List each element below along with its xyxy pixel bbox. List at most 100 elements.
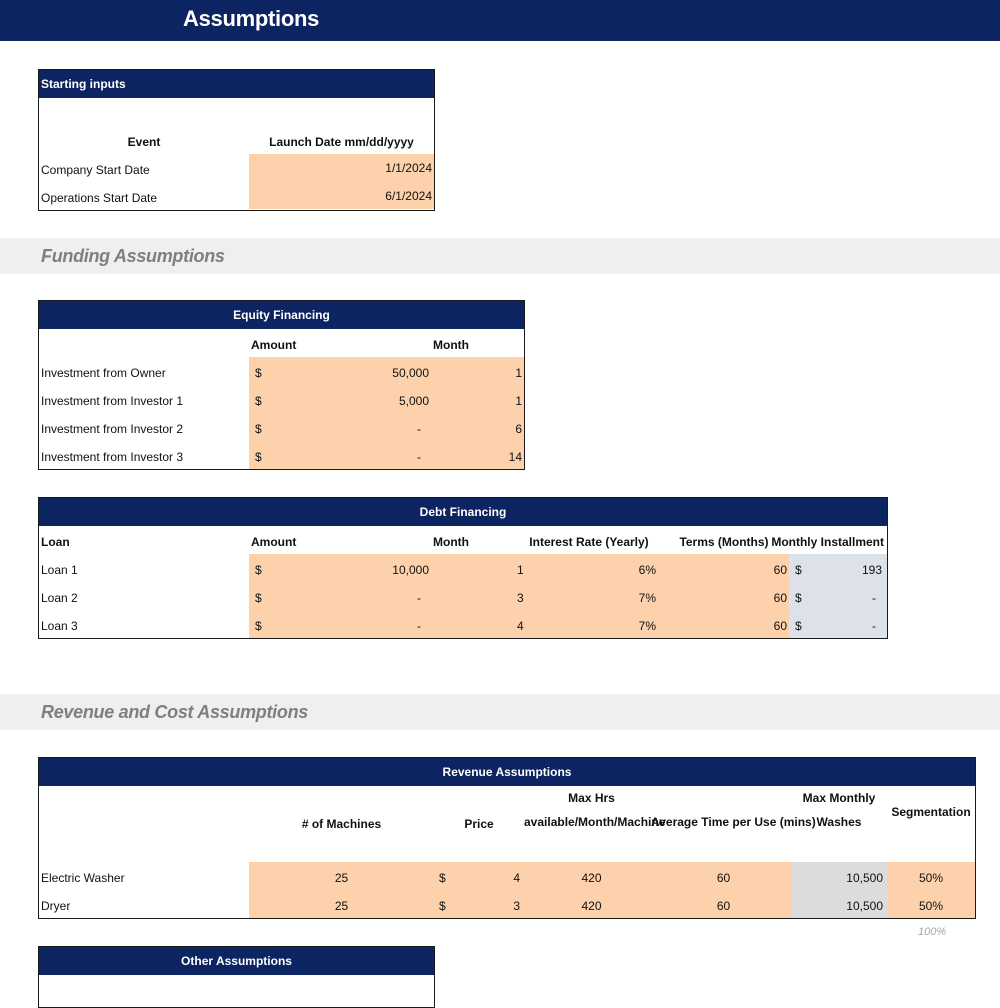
loan1-month-input[interactable]: 1 <box>517 563 524 577</box>
col-monthly-installment: Monthly Installment <box>771 535 884 549</box>
currency-symbol: $ <box>255 422 262 436</box>
row-label: Operations Start Date <box>41 191 158 205</box>
dryer-segmentation-input[interactable]: 50% <box>918 899 944 913</box>
loan1-terms-input[interactable]: 60 <box>773 563 787 577</box>
row-label: Investment from Investor 3 <box>41 450 184 464</box>
col-month: Month <box>433 535 469 549</box>
starting-inputs-table: Starting inputs Event Launch Date mm/dd/… <box>38 69 435 211</box>
col-price: Price <box>464 817 494 831</box>
col-loan: Loan <box>41 535 70 549</box>
dryer-machines-input[interactable]: 25 <box>334 899 349 913</box>
washer-max-hrs-input[interactable]: 420 <box>581 871 602 885</box>
col-avg-time: Average Time per Use (mins) <box>651 815 816 829</box>
owner-amount-input[interactable]: 50,000 <box>392 366 429 380</box>
col-max-hrs-line1: Max Hrs <box>568 791 615 805</box>
starting-inputs-header: Starting inputs <box>39 70 434 98</box>
investor1-amount-input[interactable]: 5,000 <box>398 394 429 408</box>
loan3-rate-input[interactable]: 7% <box>638 619 656 633</box>
col-max-hrs-line2: available/Month/Machine <box>524 815 666 829</box>
currency-symbol: $ <box>255 591 262 605</box>
page-title: Assumptions <box>183 6 320 31</box>
debt-financing-header: Debt Financing <box>39 498 887 526</box>
currency-symbol: $ <box>795 619 802 633</box>
revenue-section-title: Revenue and Cost Assumptions <box>41 702 308 722</box>
loan3-installment: - <box>872 619 876 633</box>
row-label: Electric Washer <box>41 871 125 885</box>
loan3-terms-input[interactable]: 60 <box>773 619 787 633</box>
dryer-price-input[interactable]: 3 <box>513 899 520 913</box>
loan1-amount-input[interactable]: 10,000 <box>392 563 429 577</box>
loan1-rate-input[interactable]: 6% <box>638 563 656 577</box>
col-segmentation: Segmentation <box>891 805 971 819</box>
investor2-month-input[interactable]: 6 <box>515 422 522 436</box>
max-washes-calc-block <box>791 862 887 918</box>
funding-section-title: Funding Assumptions <box>41 246 225 266</box>
segmentation-input-block <box>887 862 975 918</box>
row-label: Company Start Date <box>41 163 150 177</box>
investor3-month-input[interactable]: 14 <box>508 450 522 464</box>
currency-symbol: $ <box>255 366 262 380</box>
col-amount: Amount <box>251 535 297 549</box>
dryer-max-washes: 10,500 <box>846 899 883 913</box>
investor2-amount-input[interactable]: - <box>417 422 421 436</box>
section-band-revenue <box>0 694 1000 730</box>
washer-segmentation-input[interactable]: 50% <box>918 871 944 885</box>
col-event: Event <box>127 135 161 149</box>
currency-symbol: $ <box>795 563 802 577</box>
equity-financing-header: Equity Financing <box>39 301 524 329</box>
equity-input-block <box>249 357 524 469</box>
loan3-month-input[interactable]: 4 <box>517 619 524 633</box>
loan2-amount-input[interactable]: - <box>417 591 421 605</box>
currency-symbol: $ <box>255 450 262 464</box>
row-label: Dryer <box>41 899 71 913</box>
currency-symbol: $ <box>255 563 262 577</box>
dryer-avg-time-input[interactable]: 60 <box>716 899 731 913</box>
revenue-assumptions-table: Revenue Assumptions # of Machines Price … <box>38 757 976 919</box>
col-interest-rate: Interest Rate (Yearly) <box>529 535 649 549</box>
currency-symbol: $ <box>439 899 446 913</box>
currency-symbol: $ <box>439 871 446 885</box>
debt-input-block <box>249 554 789 638</box>
row-label: Loan 1 <box>41 563 78 577</box>
equity-financing-table: Equity Financing Amount Month Investment… <box>38 300 525 470</box>
col-max-washes-line2: Washes <box>816 815 862 829</box>
investor3-amount-input[interactable]: - <box>417 450 421 464</box>
section-band-funding <box>0 238 1000 274</box>
washer-machines-input[interactable]: 25 <box>334 871 349 885</box>
operations-start-date-input[interactable]: 6/1/2024 <box>249 182 434 209</box>
segmentation-total: 100% <box>918 926 947 938</box>
loan2-terms-input[interactable]: 60 <box>773 591 787 605</box>
debt-financing-table: Debt Financing Loan Amount Month Interes… <box>38 497 888 639</box>
row-label: Loan 3 <box>41 619 78 633</box>
revenue-input-block <box>249 862 791 918</box>
row-label: Investment from Investor 2 <box>41 422 184 436</box>
currency-symbol: $ <box>795 591 802 605</box>
loan3-amount-input[interactable]: - <box>417 619 421 633</box>
row-label: Investment from Owner <box>41 366 166 380</box>
company-start-date-input[interactable]: 1/1/2024 <box>249 154 434 182</box>
revenue-assumptions-header: Revenue Assumptions <box>39 758 975 786</box>
col-machines: # of Machines <box>301 817 382 831</box>
debt-calc-block <box>789 554 887 638</box>
col-max-washes-line1: Max Monthly <box>802 791 876 805</box>
loan2-month-input[interactable]: 3 <box>517 591 524 605</box>
row-label: Loan 2 <box>41 591 78 605</box>
loan2-rate-input[interactable]: 7% <box>638 591 656 605</box>
washer-max-washes: 10,500 <box>846 871 883 885</box>
currency-symbol: $ <box>255 619 262 633</box>
currency-symbol: $ <box>255 394 262 408</box>
col-terms: Terms (Months) <box>679 535 769 549</box>
other-assumptions-header: Other Assumptions <box>39 947 434 975</box>
other-assumptions-table: Other Assumptions <box>38 946 435 1008</box>
title-bar <box>0 0 1000 41</box>
owner-month-input[interactable]: 1 <box>515 366 522 380</box>
dryer-max-hrs-input[interactable]: 420 <box>581 899 602 913</box>
loan2-installment: - <box>872 591 876 605</box>
col-amount: Amount <box>251 338 297 352</box>
investor1-month-input[interactable]: 1 <box>515 394 522 408</box>
washer-avg-time-input[interactable]: 60 <box>716 871 731 885</box>
washer-price-input[interactable]: 4 <box>513 871 520 885</box>
col-month: Month <box>433 338 469 352</box>
col-launch-date: Launch Date mm/dd/yyyy <box>269 135 414 149</box>
row-label: Investment from Investor 1 <box>41 394 184 408</box>
